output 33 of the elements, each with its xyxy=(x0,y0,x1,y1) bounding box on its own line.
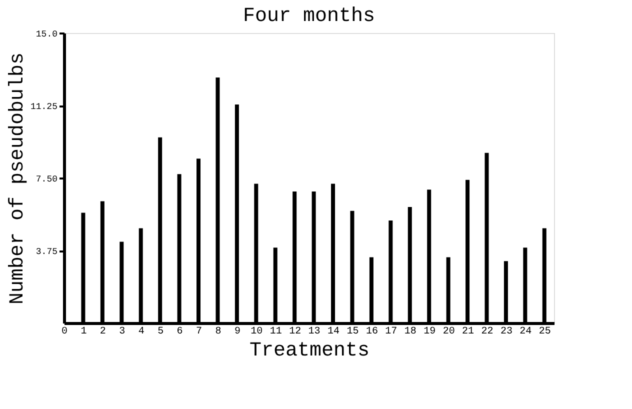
y-tick-label: 3.75 xyxy=(36,247,58,257)
y-tick-label: 7.50 xyxy=(36,174,58,184)
x-tick-label: 11 xyxy=(270,326,282,338)
x-tick-label: 10 xyxy=(250,326,263,338)
x-tick-label: 15 xyxy=(346,326,359,338)
x-tick-label: 2 xyxy=(100,326,106,338)
x-tick-label: 6 xyxy=(176,326,183,338)
y-axis-title: Number of pseudobulbs xyxy=(6,52,30,305)
y-tick-label: 11.25 xyxy=(30,102,58,112)
x-tick-label: 14 xyxy=(328,326,340,338)
x-tick-label: 9 xyxy=(234,326,240,338)
x-tick-label: 13 xyxy=(308,326,320,338)
x-tick-label: 19 xyxy=(424,326,436,338)
x-axis-title: Treatments xyxy=(249,340,370,362)
x-tick-label: 25 xyxy=(538,326,551,338)
chart-title: Four months xyxy=(242,5,376,28)
x-tick-label: 23 xyxy=(500,326,512,338)
x-tick-label: 16 xyxy=(366,326,378,338)
x-tick-label: 0 xyxy=(61,326,68,338)
x-tick-label: 1 xyxy=(80,326,87,338)
x-tick-label: 7 xyxy=(196,326,202,338)
x-tick-label: 5 xyxy=(158,326,164,338)
x-tick-label: 8 xyxy=(215,326,222,338)
x-tick-label: 3 xyxy=(119,326,126,338)
x-tick-label: 17 xyxy=(385,326,398,338)
x-tick-label: 20 xyxy=(442,326,455,338)
x-tick-label: 18 xyxy=(404,326,416,338)
x-tick-label: 12 xyxy=(289,326,302,338)
x-tick-label: 22 xyxy=(481,326,494,338)
y-tick-label: 15.0 xyxy=(36,30,58,40)
x-tick-label: 24 xyxy=(520,326,532,338)
x-tick-label: 4 xyxy=(138,326,144,338)
x-tick-label: 21 xyxy=(462,326,474,338)
